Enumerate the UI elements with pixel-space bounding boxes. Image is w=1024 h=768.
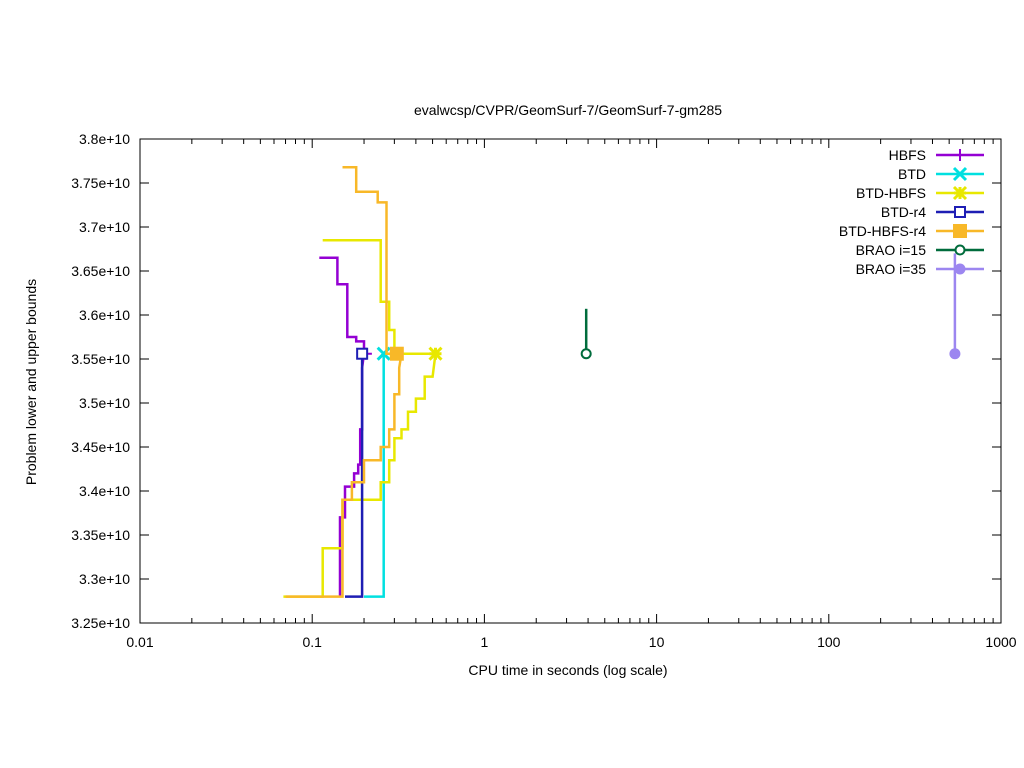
y-tick-label: 3.7e+10 <box>79 219 130 235</box>
legend-label: BTD <box>898 166 926 182</box>
upper-bound-line <box>322 238 436 355</box>
series-hbfs <box>319 256 372 597</box>
legend-marker <box>953 224 967 238</box>
x-axis-label: CPU time in seconds (log scale) <box>468 662 667 678</box>
end-marker <box>949 348 961 360</box>
legend: HBFS BTD BTD-HBFS BTD-r4 BTD-HBFS-r4 BRAO i=1… <box>839 147 984 277</box>
y-tick-label: 3.3e+10 <box>79 571 130 587</box>
x-tick-label: 10 <box>649 634 665 650</box>
y-tick-label: 3.25e+10 <box>71 615 130 631</box>
legend-entry-brao-i-35: BRAO i=35 <box>856 261 984 277</box>
y-tick-label: 3.65e+10 <box>71 263 130 279</box>
lower-bound-line <box>345 353 364 598</box>
series-btd-r4 <box>345 347 369 598</box>
legend-label: BTD-r4 <box>881 204 926 220</box>
y-tick-label: 3.5e+10 <box>79 395 130 411</box>
y-tick-label: 3.35e+10 <box>71 527 130 543</box>
y-tick-label: 3.4e+10 <box>79 483 130 499</box>
legend-marker <box>954 206 966 218</box>
series-brao-i-15 <box>580 308 592 360</box>
legend-label: BTD-HBFS <box>856 185 926 201</box>
chart-title: evalwcsp/CVPR/GeomSurf-7/GeomSurf-7-gm28… <box>414 102 722 118</box>
legend-marker <box>954 263 966 275</box>
end-marker <box>580 348 592 360</box>
legend-marker <box>954 244 966 256</box>
y-tick-label: 3.55e+10 <box>71 351 130 367</box>
end-marker <box>389 346 404 361</box>
x-tick-label: 1 <box>481 634 489 650</box>
legend-marker <box>952 185 968 201</box>
legend-label: BRAO i=35 <box>856 261 927 277</box>
legend-entry-btd-r4: BTD-r4 <box>881 204 984 220</box>
x-tick-label: 100 <box>817 634 841 650</box>
upper-bound-line <box>342 165 402 355</box>
x-tick-label: 0.1 <box>302 634 322 650</box>
y-tick-label: 3.75e+10 <box>71 175 130 191</box>
y-axis-label: Problem lower and upper bounds <box>23 279 39 485</box>
x-tick-label: 1000 <box>985 634 1016 650</box>
lower-bound-line <box>283 353 437 598</box>
legend-marker <box>952 166 968 182</box>
plot-frame <box>139 138 1002 624</box>
legend-label: BTD-HBFS-r4 <box>839 223 926 239</box>
end-marker <box>356 347 369 360</box>
series-btd-hbfs-r4 <box>285 165 404 598</box>
legend-marker <box>954 149 966 161</box>
y-tick-label: 3.45e+10 <box>71 439 130 455</box>
lower-bound-line <box>364 353 385 598</box>
series-group <box>283 165 961 598</box>
x-tick-label: 0.01 <box>126 634 153 650</box>
series-btd <box>364 346 391 598</box>
upper-bound-line <box>319 256 366 354</box>
legend-entry-btd: BTD <box>898 166 984 182</box>
legend-label: HBFS <box>889 147 926 163</box>
x-axis: 0.01 0.1 1 10 100 1000 <box>126 139 1017 650</box>
y-axis: 3.25e+10 3.3e+10 3.35e+10 3.4e+10 3.45e+10 3.… <box>71 131 1001 631</box>
legend-entry-btd-hbfs-r4: BTD-HBFS-r4 <box>839 223 984 239</box>
lower-bound-line <box>285 353 403 598</box>
legend-label: BRAO i=15 <box>856 242 927 258</box>
legend-entry-brao-i-15: BRAO i=15 <box>856 242 984 258</box>
y-tick-label: 3.8e+10 <box>79 131 130 147</box>
legend-entry-hbfs: HBFS <box>889 147 984 163</box>
y-tick-label: 3.6e+10 <box>79 307 130 323</box>
legend-entry-btd-hbfs: BTD-HBFS <box>856 185 984 201</box>
end-marker <box>428 346 443 361</box>
